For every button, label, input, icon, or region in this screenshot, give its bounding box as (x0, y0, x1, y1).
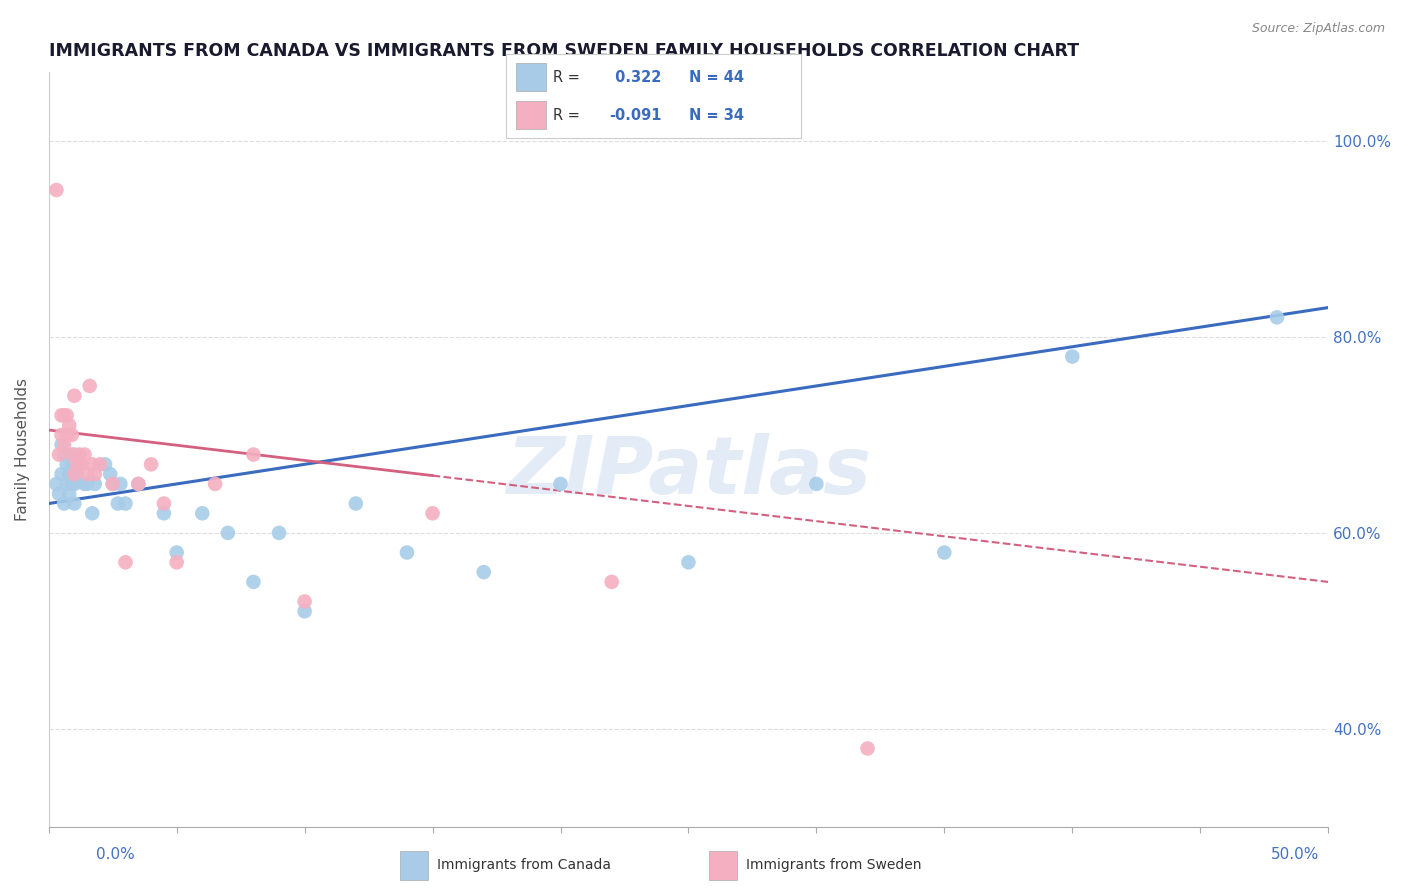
Point (55, 409, 77, 423)
Point (76, 477, 98, 491)
Point (110, 477, 132, 491)
Point (204, 477, 226, 491)
Point (678, 555, 700, 569)
Point (70, 458, 93, 472)
Point (89, 458, 111, 472)
Text: Source: ZipAtlas.com: Source: ZipAtlas.com (1251, 22, 1385, 36)
Point (55, 477, 77, 491)
Point (66, 458, 89, 472)
Point (45, 477, 67, 491)
Text: R =: R = (554, 70, 581, 85)
Point (73, 477, 96, 491)
FancyBboxPatch shape (516, 101, 546, 129)
Point (472, 565, 495, 579)
Text: Immigrants from Sweden: Immigrants from Sweden (747, 858, 922, 872)
Point (806, 477, 828, 491)
Point (79, 379, 101, 393)
Point (114, 555, 136, 569)
Point (63, 467, 86, 482)
Point (267, 525, 290, 540)
Point (51, 467, 73, 482)
Point (98, 467, 121, 482)
Text: IMMIGRANTS FROM CANADA VS IMMIGRANTS FROM SWEDEN FAMILY HOUSEHOLDS CORRELATION C: IMMIGRANTS FROM CANADA VS IMMIGRANTS FRO… (49, 42, 1078, 60)
Text: 0.0%: 0.0% (96, 847, 135, 862)
Point (53, 496, 76, 510)
Point (53, 448, 76, 462)
Point (101, 477, 124, 491)
Text: -0.091: -0.091 (610, 108, 662, 123)
Point (82, 458, 104, 472)
Point (73, 448, 96, 462)
FancyBboxPatch shape (399, 851, 427, 880)
Point (107, 496, 129, 510)
Point (1062, 350, 1084, 364)
Text: N = 34: N = 34 (689, 108, 744, 123)
Point (294, 594, 316, 608)
Text: N = 44: N = 44 (689, 70, 744, 85)
Text: ZIPatlas: ZIPatlas (506, 434, 870, 511)
Point (55, 428, 77, 442)
Point (60, 428, 83, 442)
Point (58, 418, 80, 433)
Point (82, 506, 104, 520)
Point (344, 496, 367, 510)
Text: 50.0%: 50.0% (1271, 847, 1319, 862)
Point (76, 467, 98, 482)
Point (139, 458, 162, 472)
Point (856, 741, 879, 756)
Point (48, 487, 70, 501)
Point (934, 545, 956, 559)
Point (63, 477, 86, 491)
Point (101, 477, 124, 491)
Point (69, 458, 91, 472)
Point (58, 487, 80, 501)
Point (242, 574, 264, 589)
Point (127, 477, 149, 491)
Point (60, 458, 83, 472)
Y-axis label: Family Households: Family Households (15, 378, 30, 521)
Point (94, 458, 117, 472)
Point (53, 438, 76, 452)
Point (166, 555, 188, 569)
Point (53, 409, 76, 423)
Point (153, 506, 176, 520)
FancyBboxPatch shape (709, 851, 737, 880)
Point (191, 506, 214, 520)
Point (1265, 310, 1288, 325)
Point (51, 409, 73, 423)
Point (127, 477, 149, 491)
Text: 0.322: 0.322 (610, 70, 661, 85)
Point (242, 448, 264, 462)
Point (69, 448, 91, 462)
Point (422, 506, 444, 520)
Text: Immigrants from Canada: Immigrants from Canada (437, 858, 612, 872)
Point (45, 183, 67, 197)
Point (63, 448, 86, 462)
Point (51, 438, 73, 452)
Point (217, 525, 239, 540)
Point (60, 448, 83, 462)
Point (83, 467, 105, 482)
Point (63, 496, 86, 510)
Point (51, 428, 73, 442)
Point (48, 448, 70, 462)
Point (66, 467, 89, 482)
Point (600, 574, 623, 589)
Point (294, 604, 316, 618)
Point (153, 496, 176, 510)
Point (395, 545, 418, 559)
Point (60, 477, 83, 491)
Point (63, 389, 86, 403)
Point (550, 477, 572, 491)
Point (55, 458, 77, 472)
Point (83, 477, 105, 491)
Point (166, 545, 188, 559)
Text: R =: R = (554, 108, 581, 123)
FancyBboxPatch shape (516, 62, 546, 91)
Point (114, 496, 136, 510)
Point (58, 467, 80, 482)
